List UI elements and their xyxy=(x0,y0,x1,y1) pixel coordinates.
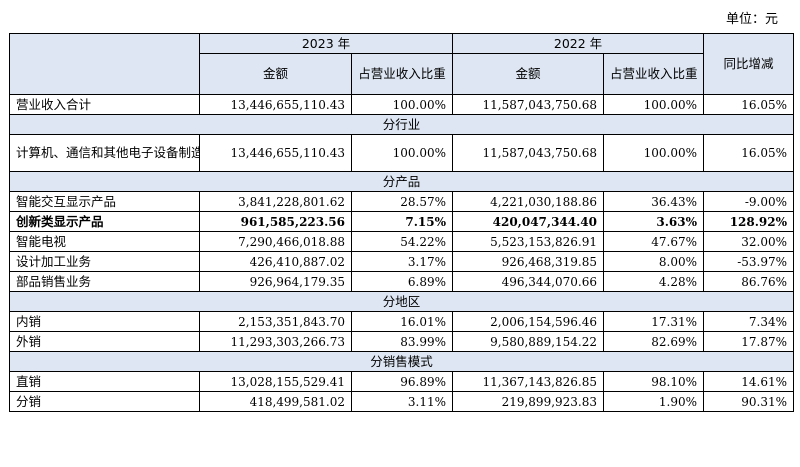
amount-2023: 11,293,303,266.73 xyxy=(199,331,352,352)
ratio-2022: 17.31% xyxy=(603,311,705,332)
amount-2022: 11,587,043,750.68 xyxy=(452,134,605,172)
amount-2023: 13,028,155,529.41 xyxy=(199,371,352,392)
yoy-change: 32.00% xyxy=(703,231,795,252)
section-title: 分产品 xyxy=(8,171,795,192)
amount-2023: 13,446,655,110.43 xyxy=(199,94,352,115)
table-row: 设计加工业务 426,410,887.02 3.17% 926,468,319.… xyxy=(9,251,795,272)
row-label: 外销 xyxy=(9,331,200,352)
amount-2023: 926,964,179.35 xyxy=(199,271,352,292)
ratio-2022: 82.69% xyxy=(603,331,705,352)
yoy-change: 90.31% xyxy=(703,391,795,412)
header-amount-2023: 金额 xyxy=(199,53,352,95)
amount-2023: 426,410,887.02 xyxy=(199,251,352,272)
ratio-2023: 96.89% xyxy=(350,371,454,392)
ratio-2022: 4.28% xyxy=(603,271,705,292)
header-yoy: 同比增减 xyxy=(703,33,795,95)
table-row: 智能电视 7,290,466,018.88 54.22% 5,523,153,8… xyxy=(9,231,795,252)
section-title: 分销售模式 xyxy=(8,351,795,372)
amount-2022: 9,580,889,154.22 xyxy=(452,331,605,352)
header-ratio-2022: 占营业收入比重 xyxy=(603,53,705,95)
yoy-change: 7.34% xyxy=(703,311,795,332)
yoy-change: -9.00% xyxy=(703,191,795,212)
row-label: 营业收入合计 xyxy=(9,94,200,115)
ratio-2022: 98.10% xyxy=(603,371,705,392)
ratio-2023: 100.00% xyxy=(350,134,454,172)
yoy-change: 17.87% xyxy=(703,331,795,352)
amount-2023: 7,290,466,018.88 xyxy=(199,231,352,252)
yoy-change: 14.61% xyxy=(703,371,795,392)
unit-label: 单位：元 xyxy=(725,12,778,27)
amount-2022: 5,523,153,826.91 xyxy=(452,231,605,252)
amount-2023: 418,499,581.02 xyxy=(199,391,352,412)
row-label: 设计加工业务 xyxy=(9,251,200,272)
row-label: 创新类显示产品 xyxy=(9,211,200,232)
ratio-2023: 16.01% xyxy=(350,311,454,332)
ratio-2022: 1.90% xyxy=(603,391,705,412)
ratio-2023: 3.17% xyxy=(350,251,454,272)
yoy-change: 128.92% xyxy=(703,211,795,232)
header-amount-2022: 金额 xyxy=(452,53,605,95)
row-label: 智能电视 xyxy=(9,231,200,252)
header-blank-cell xyxy=(9,33,200,95)
amount-2022: 11,367,143,826.85 xyxy=(452,371,605,392)
amount-2023: 961,585,223.56 xyxy=(199,211,352,232)
row-label: 直销 xyxy=(9,371,200,392)
table-row: 内销 2,153,351,843.70 16.01% 2,006,154,596… xyxy=(9,311,795,332)
amount-2022: 420,047,344.40 xyxy=(452,211,605,232)
table-row: 直销 13,028,155,529.41 96.89% 11,367,143,8… xyxy=(9,371,795,392)
amount-2023: 13,446,655,110.43 xyxy=(199,134,352,172)
yoy-change: 16.05% xyxy=(703,94,795,115)
section-row-region: 分地区 xyxy=(8,291,795,312)
amount-2022: 496,344,070.66 xyxy=(452,271,605,292)
section-row-product: 分产品 xyxy=(8,171,795,192)
ratio-2023: 83.99% xyxy=(350,331,454,352)
amount-2023: 2,153,351,843.70 xyxy=(199,311,352,332)
ratio-2023: 6.89% xyxy=(350,271,454,292)
yoy-change: 16.05% xyxy=(703,134,795,172)
section-title: 分行业 xyxy=(8,114,795,135)
header-year-2022: 2022 年 xyxy=(452,33,705,54)
ratio-2023: 28.57% xyxy=(350,191,454,212)
yoy-change: -53.97% xyxy=(703,251,795,272)
header-row-years: 2023 年 2022 年 同比增减 xyxy=(9,33,795,95)
section-row-industry: 分行业 xyxy=(8,114,795,135)
table-row: 计算机、通信和其他电子设备制造业 13,446,655,110.43 100.0… xyxy=(9,134,795,172)
amount-2022: 2,006,154,596.46 xyxy=(452,311,605,332)
header-ratio-2023: 占营业收入比重 xyxy=(350,53,454,95)
amount-2022: 11,587,043,750.68 xyxy=(452,94,605,115)
row-label: 部品销售业务 xyxy=(9,271,200,292)
row-label: 内销 xyxy=(9,311,200,332)
total-row: 营业收入合计 13,446,655,110.43 100.00% 11,587,… xyxy=(9,94,795,115)
revenue-table: 2023 年 2022 年 同比增减 金额 占营业收入比重 金额 占营业收入比重… xyxy=(8,33,795,412)
ratio-2022: 100.00% xyxy=(603,134,705,172)
amount-2022: 219,899,923.83 xyxy=(452,391,605,412)
header-row-metrics: 金额 占营业收入比重 金额 占营业收入比重 xyxy=(10,53,794,95)
table-row: 部品销售业务 926,964,179.35 6.89% 496,344,070.… xyxy=(9,271,795,292)
yoy-change: 86.76% xyxy=(703,271,795,292)
table-row-highlighted: 创新类显示产品 961,585,223.56 7.15% 420,047,344… xyxy=(9,211,795,232)
row-label: 计算机、通信和其他电子设备制造业 xyxy=(9,134,200,172)
table-row: 分销 418,499,581.02 3.11% 219,899,923.83 1… xyxy=(9,391,795,412)
ratio-2022: 8.00% xyxy=(603,251,705,272)
ratio-2022: 36.43% xyxy=(603,191,705,212)
row-label: 分销 xyxy=(9,391,200,412)
amount-2022: 4,221,030,188.86 xyxy=(452,191,605,212)
ratio-2022: 47.67% xyxy=(603,231,705,252)
amount-2022: 926,468,319.85 xyxy=(452,251,605,272)
ratio-2022: 100.00% xyxy=(603,94,705,115)
ratio-2023: 100.00% xyxy=(350,94,454,115)
row-label: 智能交互显示产品 xyxy=(9,191,200,212)
ratio-2022: 3.63% xyxy=(603,211,705,232)
ratio-2023: 7.15% xyxy=(350,211,454,232)
header-year-2023: 2023 年 xyxy=(198,33,454,54)
ratio-2023: 54.22% xyxy=(350,231,454,252)
table-row: 智能交互显示产品 3,841,228,801.62 28.57% 4,221,0… xyxy=(9,191,795,212)
amount-2023: 3,841,228,801.62 xyxy=(199,191,352,212)
section-title: 分地区 xyxy=(8,291,795,312)
ratio-2023: 3.11% xyxy=(350,391,454,412)
table-row: 外销 11,293,303,266.73 83.99% 9,580,889,15… xyxy=(9,331,795,352)
section-row-sales-mode: 分销售模式 xyxy=(8,351,795,372)
